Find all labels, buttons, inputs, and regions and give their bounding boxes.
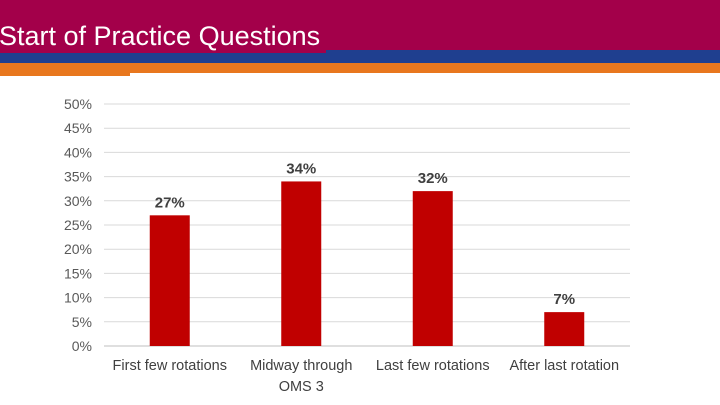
- category-label: First few rotations: [113, 358, 227, 374]
- bar: [149, 215, 190, 346]
- y-tick-label: 25%: [64, 217, 92, 233]
- y-tick-label: 15%: [64, 265, 92, 281]
- data-label: 7%: [553, 291, 575, 308]
- gridlines: [104, 103, 630, 347]
- y-tick-label: 10%: [64, 290, 92, 306]
- data-label: 27%: [155, 194, 185, 211]
- slide-title: Start of Practice Questions: [0, 19, 327, 53]
- header-stripe-notch: [0, 73, 130, 76]
- y-tick-label: 35%: [64, 169, 92, 185]
- category-label: OMS 3: [279, 379, 324, 395]
- bar: [544, 312, 585, 346]
- category-label: Midway through: [250, 358, 352, 374]
- bar: [412, 191, 453, 346]
- bars: [149, 181, 585, 346]
- bar: [281, 181, 322, 346]
- category-label: Last few rotations: [376, 358, 490, 374]
- data-labels: 27% 34% 32% 7%: [155, 160, 575, 308]
- y-tick-label: 20%: [64, 241, 92, 257]
- category-label: After last rotation: [509, 358, 619, 374]
- y-tick-label: 0%: [72, 338, 92, 354]
- category-labels: First few rotations Midway through OMS 3 La…: [113, 358, 620, 395]
- y-tick-label: 30%: [64, 193, 92, 209]
- data-label: 32%: [418, 170, 448, 187]
- y-tick-label: 5%: [72, 314, 92, 330]
- y-tick-label: 45%: [64, 120, 92, 136]
- y-tick-label: 40%: [64, 144, 92, 160]
- header-stripe-blue: [0, 50, 720, 63]
- data-label: 34%: [286, 160, 316, 177]
- header-stripe-orange: [0, 63, 720, 73]
- y-tick-label: 50%: [64, 96, 92, 112]
- y-axis-tick-labels: 0% 5% 10% 15% 20% 25% 30% 35% 40% 45% 50%: [64, 96, 92, 354]
